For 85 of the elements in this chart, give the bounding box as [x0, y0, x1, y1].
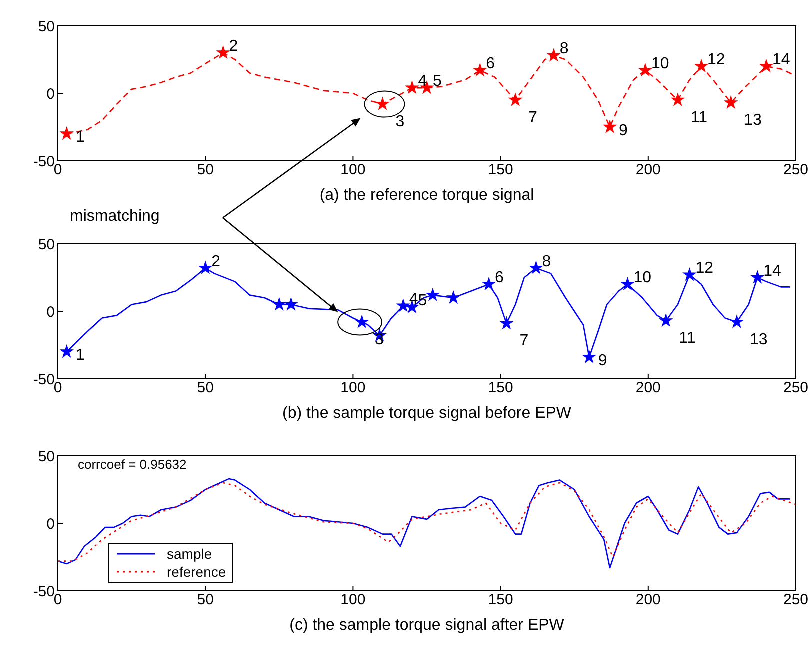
point — [198, 260, 213, 274]
y-tick-label: -50 — [33, 371, 55, 388]
point — [546, 48, 562, 62]
point — [426, 288, 440, 302]
x-tick-label: 100 — [340, 380, 366, 397]
annotation: 2 — [229, 38, 238, 55]
point — [60, 126, 74, 140]
x-axis-title: (c) the sample torque signal after EPW — [288, 617, 566, 635]
annotation: 13 — [750, 331, 768, 348]
y-tick-label: 0 — [46, 304, 55, 321]
point — [694, 58, 709, 73]
annotation: 5 — [433, 73, 442, 90]
x-tick-label: 250 — [783, 592, 808, 609]
y-tick-label: 50 — [38, 18, 55, 36]
annotation: 6 — [486, 56, 496, 73]
point — [396, 298, 411, 312]
x-tick-label: 50 — [197, 592, 214, 609]
annotation: 1 — [76, 347, 85, 364]
x-tick-label: 100 — [340, 162, 366, 179]
annotation: 1 — [76, 129, 85, 146]
annotation: 9 — [598, 352, 608, 370]
annotation: 13 — [744, 112, 762, 129]
annotation: corrcoef = 0.95632 — [78, 457, 187, 472]
x-tick-label: 150 — [488, 162, 514, 179]
point — [500, 316, 514, 330]
annotation: 10 — [634, 270, 652, 286]
x-axis-title: (a) the reference torque signal — [318, 187, 536, 205]
x-tick-label: 50 — [197, 380, 214, 397]
x-tick-label: 100 — [340, 592, 366, 609]
point — [284, 297, 298, 311]
point — [482, 276, 496, 291]
x-tick-label: 200 — [636, 162, 661, 179]
y-tick-label: -50 — [33, 583, 55, 600]
x-tick-label: 200 — [636, 592, 661, 609]
legend-label: sample — [167, 546, 212, 562]
text: mismatching — [70, 208, 160, 226]
annotation: 3 — [396, 113, 405, 130]
point — [272, 297, 287, 311]
x-tick-label: 150 — [488, 380, 514, 397]
point — [759, 58, 774, 73]
y-tick-label: 50 — [38, 236, 55, 254]
annotation: 8 — [560, 40, 569, 58]
annotation: 4 — [409, 291, 418, 308]
annotation: 7 — [528, 109, 538, 126]
legend-label: reference — [167, 564, 226, 580]
annotation: 8 — [542, 253, 552, 270]
annotation: 11 — [679, 330, 696, 347]
x-tick-label: 150 — [488, 592, 514, 609]
point — [724, 95, 738, 110]
point — [405, 80, 420, 94]
point — [658, 313, 674, 328]
point — [508, 92, 523, 106]
annotation: 12 — [708, 52, 726, 68]
annotation: 14 — [772, 52, 790, 68]
point — [529, 260, 544, 274]
annotation: 10 — [651, 56, 670, 73]
y-tick-label: 0 — [46, 516, 55, 533]
x-tick-label: 200 — [636, 380, 661, 397]
annotation: 4 — [418, 73, 428, 90]
annotation: 7 — [520, 332, 529, 350]
point — [60, 344, 74, 358]
annotation: 6 — [494, 270, 504, 286]
y-tick-label: 50 — [38, 448, 55, 466]
y-tick-label: -50 — [33, 153, 55, 170]
annotation: 12 — [696, 260, 714, 278]
x-axis-title: (b) the sample torque signal before EPW — [281, 405, 573, 423]
point — [750, 270, 765, 284]
point — [638, 63, 653, 77]
y-tick-label: 0 — [46, 86, 55, 103]
annotation: 9 — [619, 122, 628, 140]
point — [446, 290, 461, 304]
point — [670, 92, 686, 106]
x-tick-label: 250 — [783, 162, 808, 179]
point — [472, 63, 488, 77]
point — [620, 276, 635, 291]
annotation: 14 — [764, 262, 782, 280]
point — [682, 268, 697, 282]
point — [730, 314, 744, 328]
point — [602, 120, 618, 134]
annotation: 2 — [212, 253, 221, 270]
x-tick-label: 50 — [197, 162, 214, 179]
point — [582, 350, 597, 364]
point — [216, 45, 230, 60]
annotation: 11 — [690, 109, 708, 126]
x-tick-label: 250 — [783, 380, 808, 397]
